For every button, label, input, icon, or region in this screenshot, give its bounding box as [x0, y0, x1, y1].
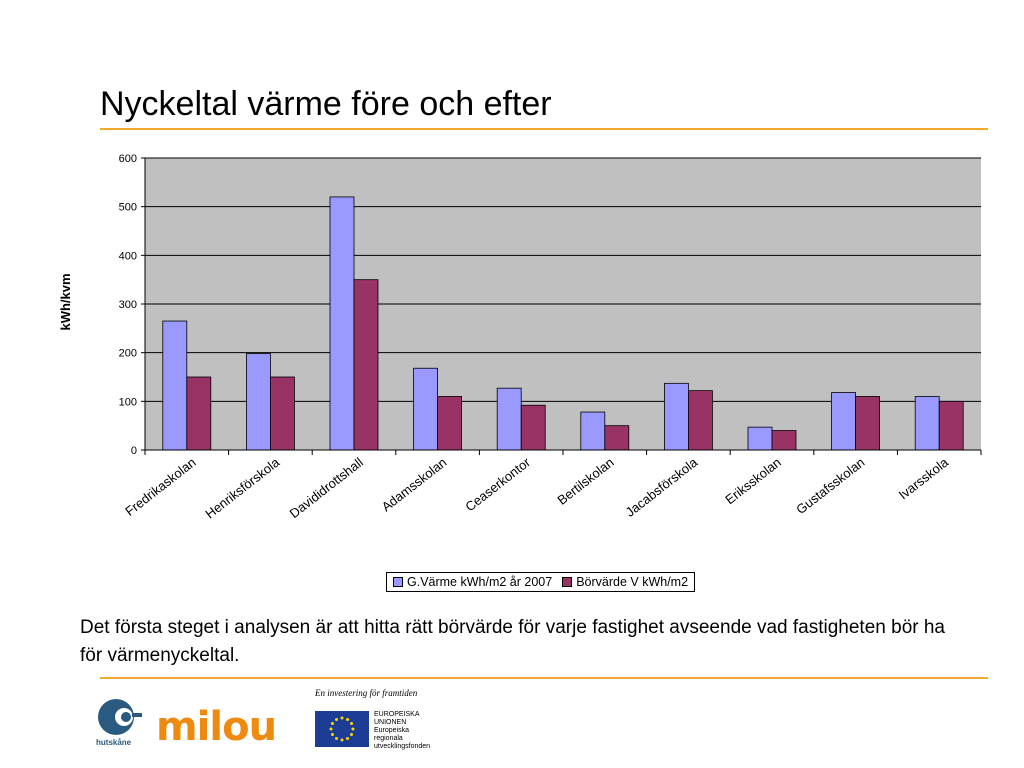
slide-title: Nyckeltal värme före och efter — [100, 85, 552, 123]
x-category-label: Davididrottshall — [287, 454, 366, 521]
milou-logo: milou — [156, 704, 277, 750]
y-tick-label: 500 — [119, 202, 137, 214]
eu-text-line: utvecklingsfonden — [374, 743, 431, 750]
bar-gvarme — [580, 411, 606, 451]
x-category-label: Adamsskolan — [379, 455, 450, 515]
eu-text-line: Europeiska — [374, 727, 410, 734]
eu-flag-icon — [315, 711, 369, 747]
legend-label-series-2: Börvärde V kWh/m2 — [576, 575, 689, 589]
legend-label-series-1: G.Värme kWh/m2 år 2007 — [407, 575, 553, 589]
bar-gvarme — [162, 320, 188, 451]
eu-text-line: EUROPEISKA — [374, 711, 420, 718]
legend-item-series-2: Börvärde V kWh/m2 — [562, 575, 688, 589]
x-category-label: Henriksförskola — [202, 454, 282, 521]
bar-borvarde — [855, 396, 880, 451]
y-tick-label: 600 — [119, 153, 137, 165]
x-category-label: Ceaserkontor — [462, 454, 533, 514]
y-tick-label: 0 — [131, 445, 137, 457]
chart-legend: G.Värme kWh/m2 år 2007 Börvärde V kWh/m2 — [386, 572, 696, 592]
bar-borvarde — [771, 430, 797, 451]
y-tick-label: 400 — [119, 250, 137, 262]
x-category-label: Ivarsskola — [896, 454, 952, 502]
bar-borvarde — [353, 279, 379, 451]
bar-borvarde — [520, 404, 546, 451]
bar-gvarme — [413, 367, 439, 451]
bar-borvarde — [186, 376, 212, 451]
bar-gvarme — [831, 392, 856, 451]
bar-gvarme — [914, 396, 940, 451]
bar-chart: kWh/kvm 0 100 200 300 400 500 600 Fredrikaskola… — [58, 153, 982, 522]
bar-gvarme — [747, 426, 773, 451]
title-divider — [100, 128, 988, 130]
eu-text-block: EUROPEISKA UNIONEN Europeiska regionala … — [374, 711, 430, 751]
bar-borvarde — [604, 425, 630, 451]
x-category-label: Jacabsförskola — [623, 454, 701, 520]
y-axis-label: kWh/kvm — [58, 273, 73, 330]
bar-gvarme — [329, 196, 355, 451]
eu-text-line: regionala — [374, 735, 403, 742]
bar-borvarde — [269, 376, 295, 451]
x-category-label: Fredrikaskolan — [122, 455, 198, 519]
eu-text-line: UNIONEN — [374, 719, 407, 726]
footer-divider — [100, 677, 988, 679]
description-text: Det första steget i analysen är att hitt… — [80, 617, 946, 666]
legend-item-series-1: G.Värme kWh/m2 år 2007 — [393, 575, 552, 589]
bar-gvarme — [496, 387, 522, 451]
footer-logos: hutskåne milou En investering för framti… — [0, 685, 1024, 768]
legend-swatch-series-1 — [393, 577, 403, 587]
eu-tagline: En investering för framtiden — [315, 688, 418, 698]
bar-borvarde — [688, 390, 713, 451]
y-tick-label: 200 — [119, 348, 137, 360]
y-tick-label: 100 — [119, 396, 137, 408]
legend-swatch-series-2 — [562, 577, 573, 587]
x-category-label: Gustafsskolan — [793, 455, 867, 518]
x-category-label: Bertilskolan — [554, 455, 616, 508]
bar-borvarde — [938, 400, 964, 451]
bar-gvarme — [664, 382, 689, 451]
y-tick-label: 300 — [119, 299, 137, 311]
x-category-label: Eriksskolan — [722, 455, 784, 508]
hutskane-logo — [98, 699, 142, 735]
bar-gvarme — [245, 353, 271, 451]
hutskane-wordmark: hutskåne — [96, 738, 132, 747]
bar-borvarde — [437, 396, 463, 451]
